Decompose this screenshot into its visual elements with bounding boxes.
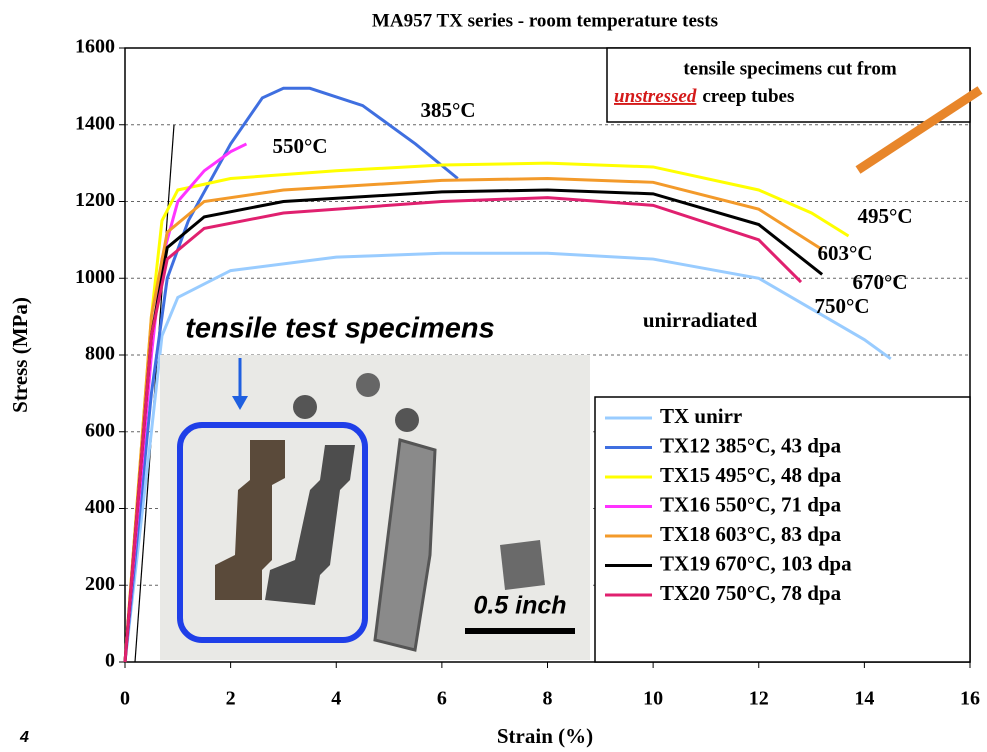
ring [500,540,545,590]
x-tick-label: 2 [226,688,236,710]
y-tick-label: 800 [85,343,115,365]
y-tick-label: 600 [85,419,115,441]
annotation: 550°C [272,134,327,158]
x-tick-label: 12 [749,688,769,710]
x-tick-label: 8 [543,688,553,710]
disc [395,408,419,432]
legend-label: TX16 550°C, 71 dpa [660,492,842,516]
series-line [123,86,459,663]
x-tick-label: 0 [120,688,130,710]
note-line: unstressed creep tubes [614,86,794,107]
annotation: 670°C [852,270,907,294]
disc [293,395,317,419]
photo-caption: tensile test specimens [185,313,494,345]
photo-inset: 0.5 inch [160,355,590,660]
series-line [123,176,823,663]
legend-label: TX19 670°C, 103 dpa [660,551,852,575]
series-line [123,196,803,663]
highlight-box [177,422,368,643]
legend: TX unirr TX12 385°C, 43 dpa TX15 495°C, 48… [605,404,852,605]
chart-title: MA957 TX series - room temperature tests [372,10,718,31]
annotation: unirradiated [643,308,758,332]
creep-tube [373,438,437,652]
x-tick-label: 6 [437,688,447,710]
scale-label: 0.5 inch [473,592,566,620]
x-tick-label: 4 [331,688,341,710]
y-tick-label: 1000 [75,266,115,288]
legend-box [594,396,971,663]
plot-frame [124,47,971,663]
legend-label: TX18 603°C, 83 dpa [660,522,842,546]
photo-background [160,355,590,660]
annotation: 495°C [857,204,912,228]
note-line: creep tubes [702,86,794,107]
x-axis-label: Strain (%) [497,724,593,748]
legend-label: TX12 385°C, 43 dpa [660,433,842,457]
annotation: 750°C [814,294,869,318]
note-line: tensile specimens cut from [683,58,897,79]
plot: 0 200 400 600 800 1000 1200 1400 1600 0 2 4 6 8 10 12 14… [75,36,980,710]
series-line [123,161,850,663]
y-tick-label: 0 [105,650,115,672]
orange-arrow [855,86,983,174]
y-tick-label: 1600 [75,36,115,58]
disc [356,373,380,397]
specimen [265,445,355,605]
legend-label: TX15 495°C, 48 dpa [660,463,842,487]
x-tick-label: 10 [643,688,663,710]
note-box [606,47,971,123]
annotation: 603°C [817,241,872,265]
pointer-arrowhead [232,396,248,410]
y-axis-label: Stress (MPa) [8,297,32,413]
series-line [123,142,248,663]
y-tick-label: 400 [85,496,115,518]
page-number: 4 [19,729,29,746]
x-tick-label: 14 [854,688,874,710]
note-emphasis: unstressed [614,86,697,107]
y-tick-label: 200 [85,573,115,595]
annotation: 385°C [420,98,475,122]
x-tick-label: 16 [960,688,980,710]
y-tick-label: 1200 [75,189,115,211]
legend-label: TX20 750°C, 78 dpa [660,581,842,605]
legend-label: TX unirr [660,404,742,428]
specimen [215,440,285,600]
y-tick-label: 1400 [75,112,115,134]
series-line [123,251,892,663]
